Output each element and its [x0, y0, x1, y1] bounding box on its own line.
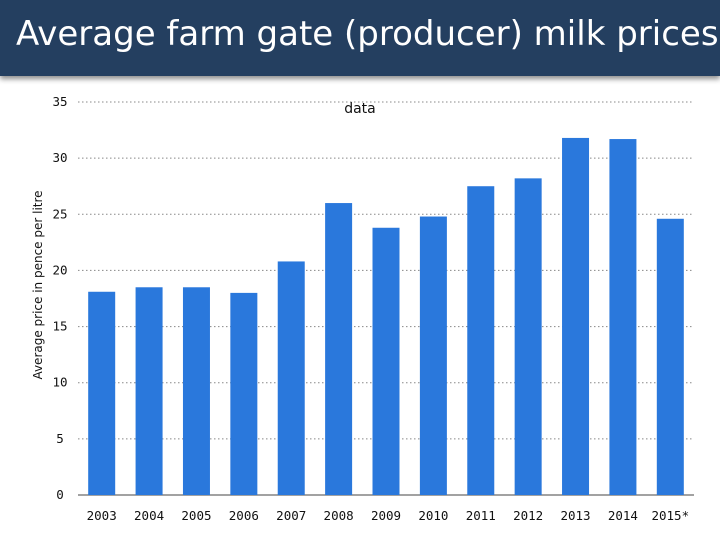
x-tick-label: 2003 — [87, 508, 117, 523]
y-axis-label: Average price in pence per litre — [31, 190, 45, 379]
bar-2013 — [562, 137, 590, 495]
bar-2008 — [325, 203, 353, 496]
bar-2014 — [609, 139, 637, 495]
bar-2006 — [230, 292, 258, 495]
y-tick-label: 30 — [52, 150, 67, 165]
title-bar: Average farm gate (producer) milk prices — [0, 0, 720, 76]
bar-2010 — [419, 216, 447, 495]
y-tick-label: 5 — [56, 431, 64, 446]
page-title: Average farm gate (producer) milk prices — [16, 14, 719, 54]
bar-2005 — [182, 287, 210, 495]
bar-2004 — [135, 287, 163, 495]
x-tick-label: 2007 — [276, 508, 306, 523]
x-tick-label: 2010 — [418, 508, 448, 523]
bar-2015 — [656, 218, 684, 495]
y-tick-label: 25 — [52, 206, 67, 221]
y-tick-label: 0 — [56, 487, 64, 502]
bar-2003 — [88, 291, 116, 495]
y-tick-label: 10 — [52, 375, 67, 390]
x-tick-label: 2009 — [371, 508, 401, 523]
x-tick-label: 2006 — [229, 508, 259, 523]
bar-2009 — [372, 227, 400, 495]
bar-2012 — [514, 178, 542, 495]
x-tick-label: 2014 — [608, 508, 638, 523]
bar-2007 — [277, 261, 305, 495]
x-tick-label: 2008 — [324, 508, 354, 523]
x-tick-label: 2011 — [466, 508, 496, 523]
bar-2011 — [467, 186, 495, 495]
x-tick-label: 2013 — [560, 508, 590, 523]
chart-subtitle: data — [344, 101, 376, 117]
x-tick-label: 2005 — [181, 508, 211, 523]
x-tick-label: 2004 — [134, 508, 164, 523]
y-tick-label: 35 — [52, 94, 67, 109]
x-tick-label: 2015* — [651, 508, 689, 523]
y-tick-label: 15 — [52, 319, 67, 334]
x-tick-label: 2012 — [513, 508, 543, 523]
y-tick-label: 20 — [52, 262, 67, 277]
